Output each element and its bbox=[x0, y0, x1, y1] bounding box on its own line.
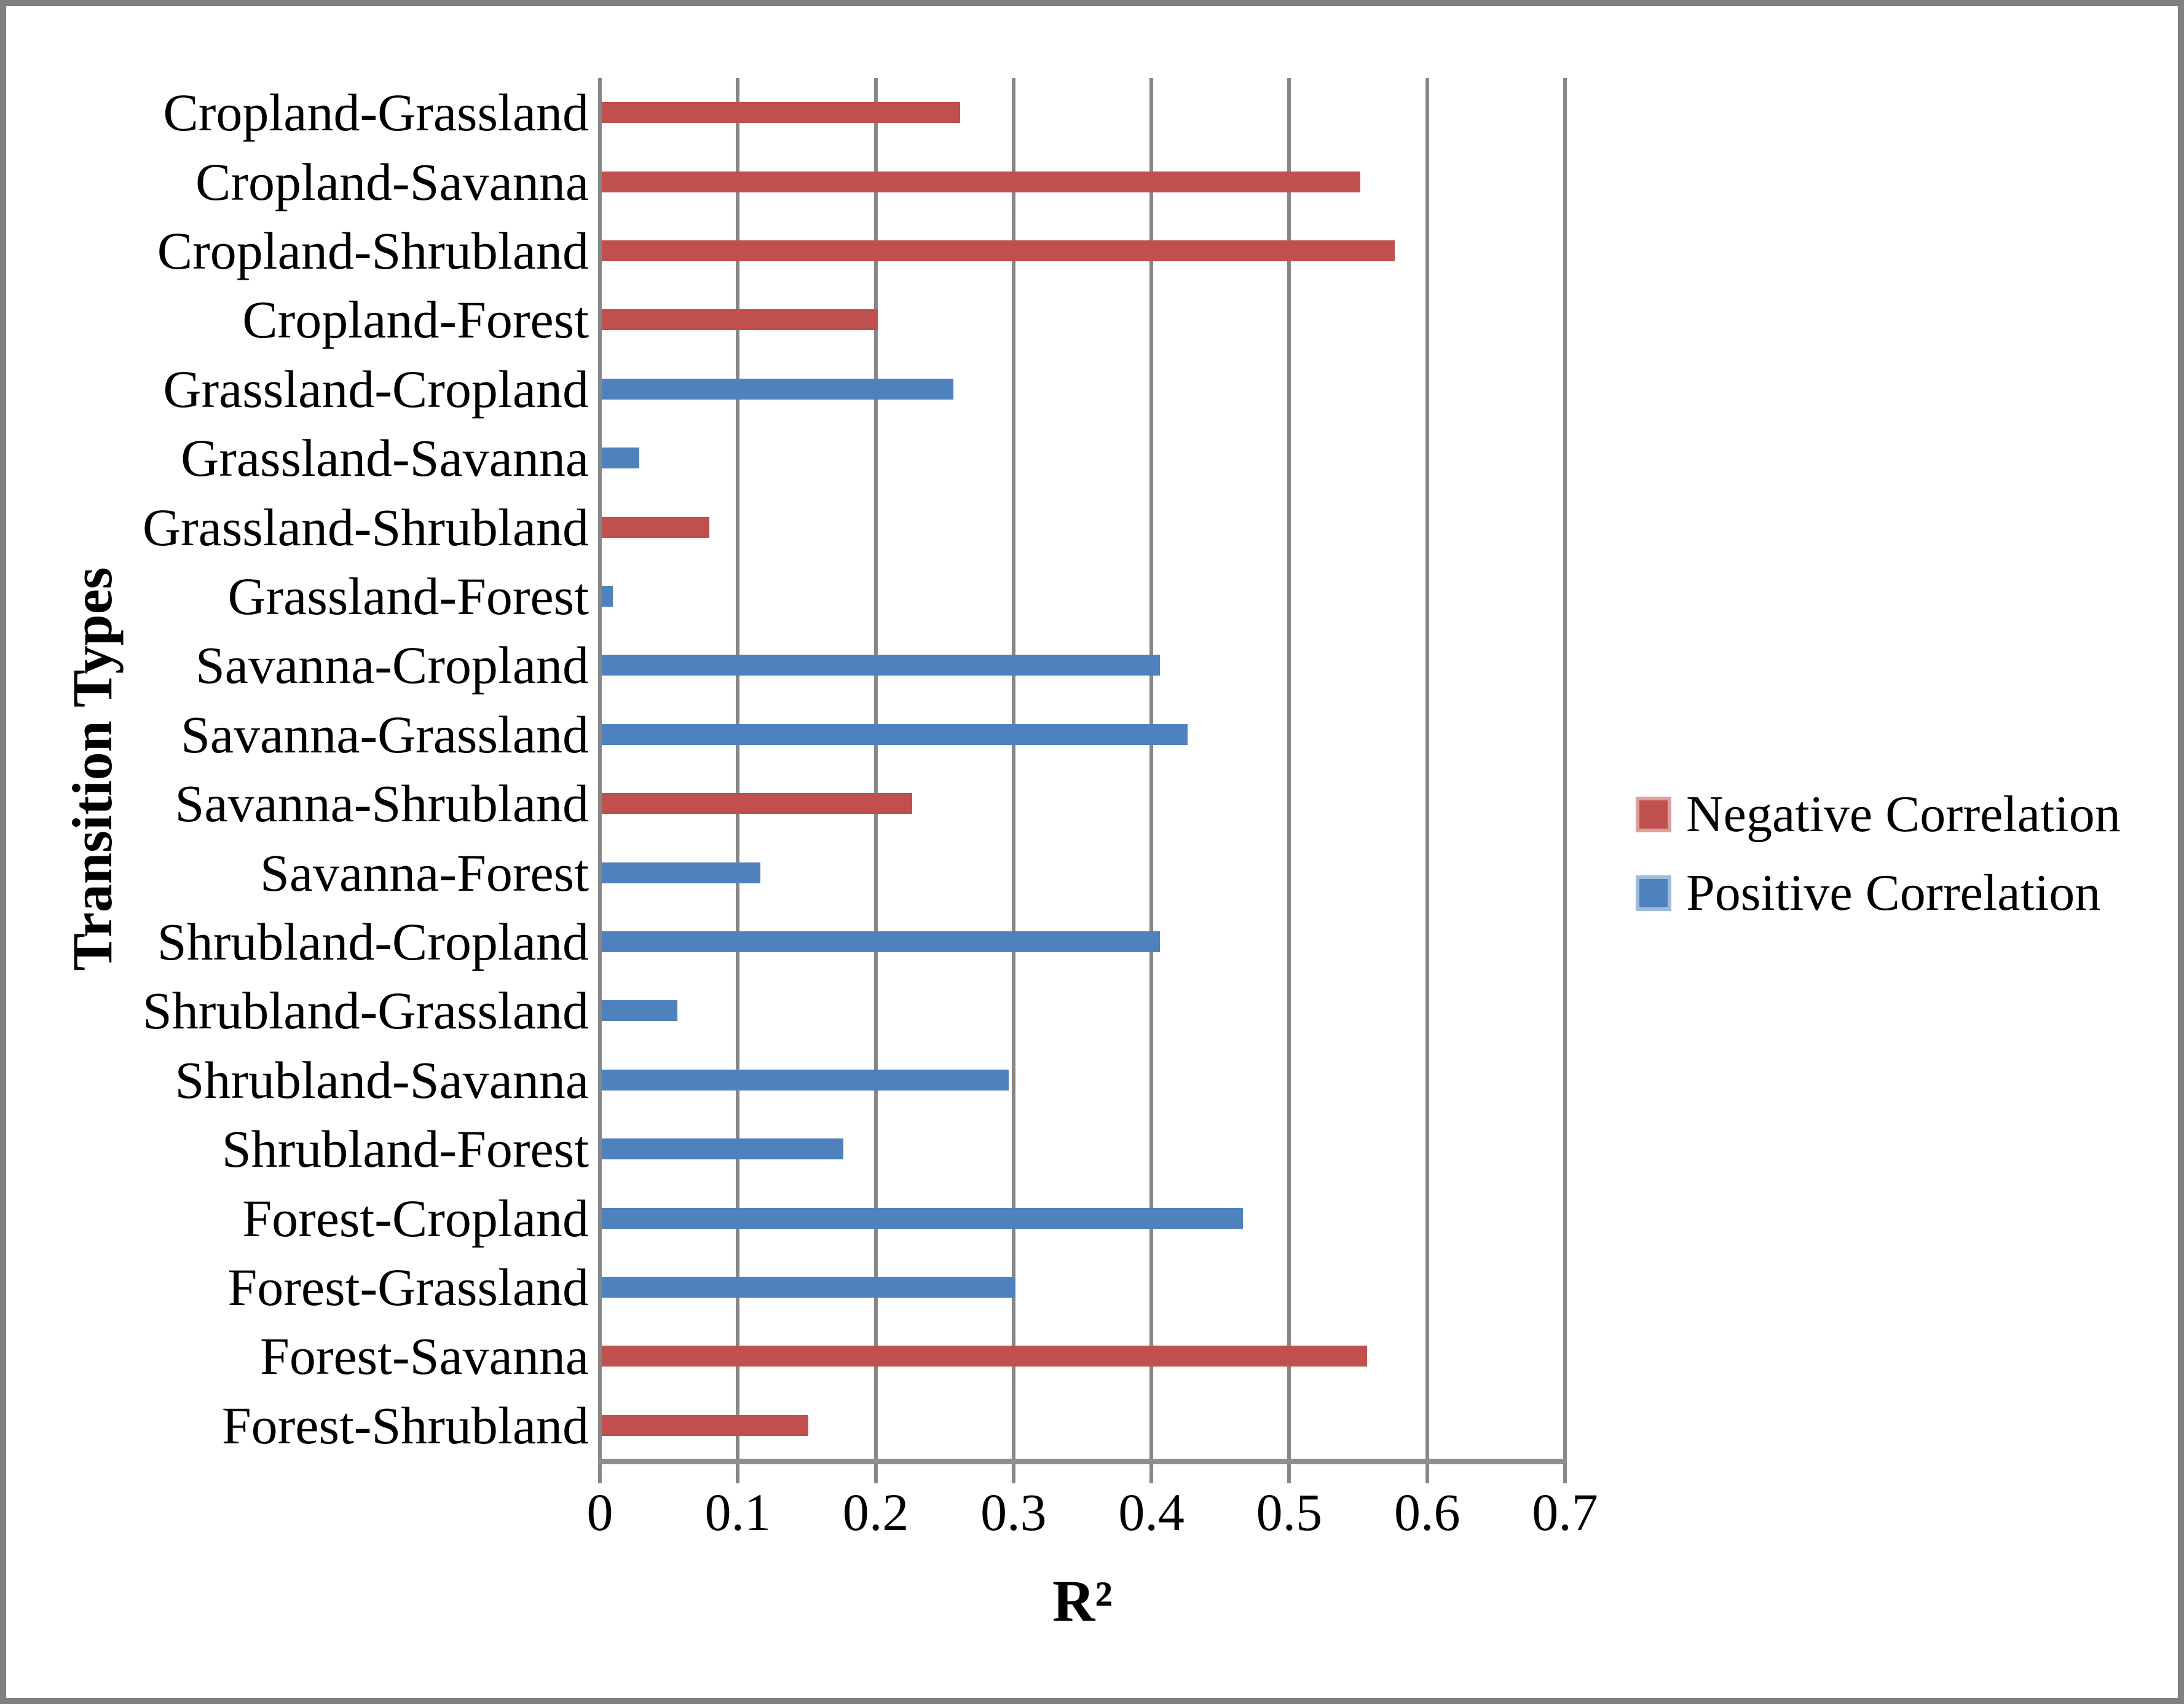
gridline bbox=[1011, 78, 1015, 1460]
axis-tick bbox=[873, 1460, 878, 1483]
category-label: Shrubland-Forest bbox=[221, 1119, 589, 1179]
legend-key-positive-icon bbox=[1636, 875, 1671, 911]
category-label: Forest-Savanna bbox=[260, 1327, 589, 1386]
bar-savanna-cropland bbox=[602, 655, 1160, 676]
category-label: Shrubland-Savanna bbox=[175, 1050, 589, 1110]
category-label: Cropland-Savanna bbox=[195, 152, 589, 211]
x-axis-line bbox=[598, 1459, 1567, 1464]
x-tick-label: 0.1 bbox=[704, 1483, 771, 1542]
bar-shrubland-grassland bbox=[602, 1000, 677, 1022]
bar-savanna-shrubland bbox=[602, 793, 912, 815]
legend-label: Negative Correlation bbox=[1686, 786, 2121, 843]
gridline bbox=[1425, 78, 1429, 1460]
bar-shrubland-savanna bbox=[602, 1069, 1009, 1091]
gridline bbox=[1149, 78, 1154, 1460]
category-label: Cropland-Shrubland bbox=[157, 221, 589, 280]
bar-grassland-savanna bbox=[602, 448, 639, 469]
axis-tick bbox=[1563, 1460, 1567, 1483]
category-label: Grassland-Savanna bbox=[181, 428, 589, 488]
category-label: Grassland-Forest bbox=[227, 567, 589, 626]
bar-cropland-forest bbox=[602, 309, 878, 331]
bar-forest-shrubland bbox=[602, 1414, 808, 1436]
legend-label: Positive Correlation bbox=[1686, 864, 2101, 921]
category-label: Savanna-Grassland bbox=[181, 704, 589, 764]
category-label: Grassland-Shrubland bbox=[142, 497, 589, 557]
bar-cropland-shrubland bbox=[602, 240, 1395, 261]
bar-grassland-forest bbox=[602, 586, 613, 607]
category-label: Savanna-Shrubland bbox=[175, 774, 589, 834]
axis-tick bbox=[1287, 1460, 1291, 1483]
category-label: Savanna-Forest bbox=[260, 843, 589, 902]
gridline bbox=[873, 78, 878, 1460]
x-tick-label: 0.4 bbox=[1118, 1483, 1185, 1542]
x-tick-label: 0.2 bbox=[842, 1483, 909, 1542]
x-tick-label: 0.5 bbox=[1256, 1483, 1323, 1542]
bar-cropland-grassland bbox=[602, 102, 960, 124]
bar-cropland-savanna bbox=[602, 171, 1360, 192]
bar-savanna-forest bbox=[602, 862, 760, 883]
legend-key-negative-icon bbox=[1636, 797, 1671, 832]
category-label: Forest-Grassland bbox=[227, 1258, 589, 1317]
bar-forest-savanna bbox=[602, 1346, 1367, 1367]
category-label: Shrubland-Cropland bbox=[157, 912, 589, 971]
x-tick-label: 0.6 bbox=[1394, 1483, 1461, 1542]
legend-item-positive: Positive Correlation bbox=[1636, 867, 2100, 920]
axis-tick bbox=[736, 1460, 740, 1483]
gridline bbox=[736, 78, 740, 1460]
bar-grassland-cropland bbox=[602, 378, 953, 400]
axis-tick bbox=[1425, 1460, 1429, 1483]
x-tick-label: 0 bbox=[586, 1483, 613, 1542]
gridline bbox=[1563, 78, 1567, 1460]
axis-tick bbox=[1011, 1460, 1015, 1483]
x-tick-label: 0.7 bbox=[1532, 1483, 1598, 1542]
bar-shrubland-forest bbox=[602, 1138, 843, 1160]
x-axis-title: R² bbox=[1052, 1568, 1113, 1634]
bar-savanna-grassland bbox=[602, 724, 1188, 745]
legend-item-negative: Negative Correlation bbox=[1636, 788, 2121, 841]
bar-shrubland-cropland bbox=[602, 931, 1160, 952]
x-tick-label: 0.3 bbox=[980, 1483, 1047, 1542]
axis-tick bbox=[1149, 1460, 1154, 1483]
bar-forest-cropland bbox=[602, 1207, 1243, 1229]
gridline bbox=[1287, 78, 1291, 1460]
category-label: Cropland-Forest bbox=[242, 290, 589, 350]
gridline bbox=[598, 78, 602, 1460]
bar-forest-grassland bbox=[602, 1277, 1015, 1298]
bar-grassland-shrubland bbox=[602, 516, 709, 538]
category-label: Forest-Cropland bbox=[242, 1188, 589, 1248]
category-label: Grassland-Cropland bbox=[163, 359, 589, 419]
category-label: Shrubland-Grassland bbox=[142, 981, 589, 1041]
category-label: Savanna-Cropland bbox=[195, 636, 589, 695]
category-label: Forest-Shrubland bbox=[221, 1395, 589, 1455]
category-label: Cropland-Grassland bbox=[163, 83, 589, 143]
axis-tick bbox=[598, 1460, 602, 1483]
